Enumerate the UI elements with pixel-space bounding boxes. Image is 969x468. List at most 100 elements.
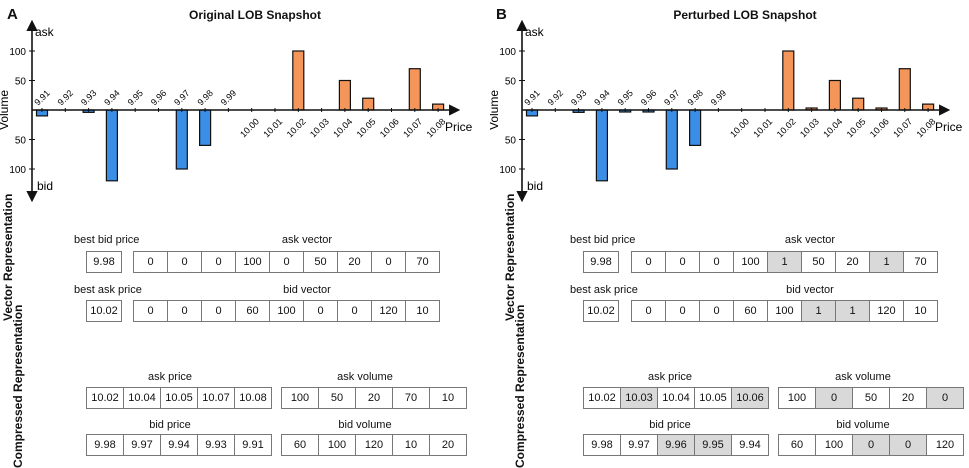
x-tick-label-10.06: 10.06 <box>378 116 401 139</box>
table-cell: 50 <box>852 387 890 409</box>
table-cell: 60 <box>235 300 270 322</box>
table-cell: 10.02 <box>86 387 124 409</box>
bid-bar-9.97 <box>665 109 678 170</box>
x-tick-label-10.04: 10.04 <box>821 116 844 139</box>
x-tick-label-10.05: 10.05 <box>355 116 378 139</box>
table-cell: 50 <box>303 251 338 273</box>
panel-letter: A <box>7 6 18 23</box>
table-cell: 50 <box>318 387 356 409</box>
y-tick-label: 50 <box>505 136 517 147</box>
table-cell: 9.95 <box>694 434 732 456</box>
x-tick-label-9.99: 9.99 <box>709 88 728 107</box>
y-tick-label: 100 <box>9 47 26 58</box>
x-tick-label-9.94: 9.94 <box>592 88 611 107</box>
table-cell: 0 <box>269 251 304 273</box>
table-cell: 60 <box>733 300 768 322</box>
table-cell: 50 <box>801 251 836 273</box>
y-tick-label: 100 <box>499 165 516 176</box>
best-ask-value: 10.02 <box>86 300 122 322</box>
best-ask-box: 10.02 <box>583 300 619 322</box>
ask-price-row: 10.02 10.03 10.04 10.05 10.06 <box>583 387 769 409</box>
table-cell: 0 <box>167 251 202 273</box>
ask-volume-label: ask volume <box>337 371 393 383</box>
ask-bar-10.02 <box>782 50 795 111</box>
table-cell: 9.96 <box>657 434 695 456</box>
table-cell: 10.02 <box>583 387 621 409</box>
bid-axis-label: bid <box>527 179 543 193</box>
table-cell: 10.06 <box>731 387 769 409</box>
table-cell: 9.97 <box>123 434 161 456</box>
table-cell: 0 <box>852 434 890 456</box>
table-cell: 100 <box>318 434 356 456</box>
x-tick-label-9.92: 9.92 <box>56 88 75 107</box>
bid-vector-row: 0 0 0 60 100 1 1 120 10 <box>631 300 938 322</box>
table-cell: 20 <box>355 387 393 409</box>
x-tick-label-9.97: 9.97 <box>172 88 191 107</box>
table-cell: 0 <box>631 300 666 322</box>
best-bid-value: 9.98 <box>583 251 619 273</box>
x-tick-label-9.98: 9.98 <box>195 88 214 107</box>
table-cell: 10 <box>392 434 430 456</box>
table-cell: 0 <box>665 251 700 273</box>
table-cell: 0 <box>201 251 236 273</box>
table-cell: 10.04 <box>657 387 695 409</box>
x-tick-label-9.96: 9.96 <box>149 88 168 107</box>
table-cell: 9.94 <box>160 434 198 456</box>
x-tick-label-10.03: 10.03 <box>798 116 821 139</box>
bid-price-row: 9.98 9.97 9.96 9.95 9.94 <box>583 434 769 456</box>
x-tick-label-10.06: 10.06 <box>868 116 891 139</box>
x-tick-label-9.98: 9.98 <box>685 88 704 107</box>
x-tick-label-9.97: 9.97 <box>662 88 681 107</box>
table-cell: 20 <box>835 251 870 273</box>
table-cell: 20 <box>889 387 927 409</box>
best-ask-price-label: best ask price <box>570 284 638 296</box>
table-cell: 1 <box>869 251 904 273</box>
x-tick-label-10.07: 10.07 <box>401 116 424 139</box>
price-axis-label: Price <box>445 120 473 134</box>
best-bid-price-label: best bid price <box>570 234 636 246</box>
table-cell: 10.05 <box>694 387 732 409</box>
compressed-representation-label: Compressed Representation <box>513 304 527 468</box>
bid-axis-label: bid <box>37 179 53 193</box>
table-cell: 1 <box>835 300 870 322</box>
table-cell: 9.98 <box>86 434 124 456</box>
table-cell: 0 <box>303 300 338 322</box>
table-cell: 9.91 <box>234 434 272 456</box>
table-cell: 9.98 <box>583 434 621 456</box>
bid-vector-row: 0 0 0 60 100 0 0 120 10 <box>133 300 440 322</box>
best-ask-box: 10.02 <box>86 300 122 322</box>
best-ask-value: 10.02 <box>583 300 619 322</box>
bid-bar-9.97 <box>175 109 188 170</box>
best-bid-box: 9.98 <box>583 251 619 273</box>
table-cell: 60 <box>281 434 319 456</box>
x-tick-label-9.91: 9.91 <box>522 88 541 107</box>
bid-price-label: bid price <box>649 419 691 431</box>
table-cell: 0 <box>926 387 964 409</box>
panel-title: Perturbed LOB Snapshot <box>673 8 817 22</box>
ask-bar-10.07 <box>898 68 911 111</box>
table-cell: 0 <box>201 300 236 322</box>
price-axis-label: Price <box>935 120 963 134</box>
bid-vector-label: bid vector <box>786 284 834 296</box>
table-cell: 10.05 <box>160 387 198 409</box>
compressed-representation-label: Compressed Representation <box>11 304 25 468</box>
bid-volume-row: 60 100 120 10 20 <box>281 434 467 456</box>
x-tick-label-9.94: 9.94 <box>102 88 121 107</box>
ask-volume-row: 100 0 50 20 0 <box>778 387 964 409</box>
x-tick-label-9.93: 9.93 <box>79 88 98 107</box>
y-tick-label: 50 <box>505 77 517 88</box>
table-cell: 0 <box>167 300 202 322</box>
x-tick-label-10.03: 10.03 <box>308 116 331 139</box>
ask-vector-label: ask vector <box>784 234 836 246</box>
table-cell: 0 <box>699 251 734 273</box>
ask-bar-10.02 <box>292 50 305 111</box>
table-cell: 100 <box>815 434 853 456</box>
x-tick-label-9.95: 9.95 <box>616 88 635 107</box>
table-cell: 9.94 <box>731 434 769 456</box>
table-cell: 100 <box>778 387 816 409</box>
table-cell: 0 <box>133 251 168 273</box>
best-ask-price-label: best ask price <box>74 284 142 296</box>
table-cell: 100 <box>269 300 304 322</box>
x-tick-label-10.02: 10.02 <box>775 116 798 139</box>
